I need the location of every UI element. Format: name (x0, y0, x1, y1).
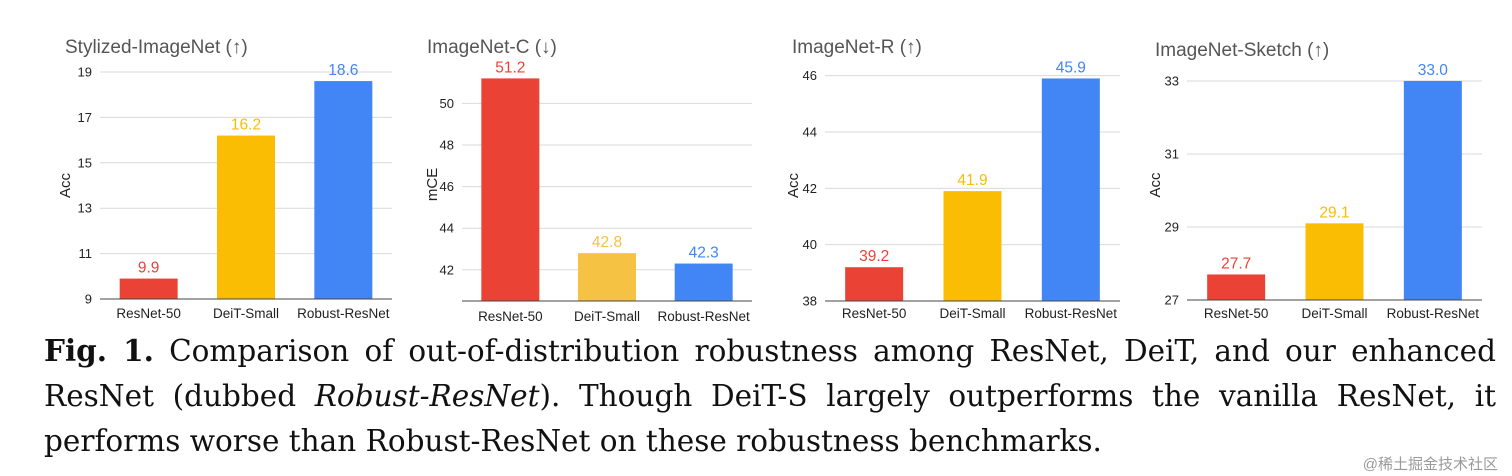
x-category-label: Robust-ResNet (658, 309, 751, 324)
y-tick-label: 29 (1165, 219, 1179, 234)
chart-stylized-imagenet: Stylized-ImageNet (↑) 9 11 13 15 17 19 Acc 9.9 Re… (57, 37, 392, 321)
data-label: 39.2 (859, 248, 889, 265)
y-tick-label: 48 (440, 137, 454, 152)
y-tick-label: 44 (440, 221, 454, 236)
x-category-label: DeiT-Small (939, 306, 1005, 321)
y-tick-label: 42 (440, 262, 454, 277)
x-category-label: Robust-ResNet (1025, 306, 1118, 321)
x-category-label: DeiT-Small (213, 306, 279, 321)
y-tick-label: 19 (78, 65, 92, 80)
caption-label: Fig. 1. (44, 333, 154, 368)
x-category-label: DeiT-Small (1301, 306, 1367, 321)
data-label: 9.9 (138, 260, 160, 277)
bar-deit-small (1305, 223, 1364, 300)
y-tick-label: 27 (1165, 293, 1179, 308)
y-axis-label: Acc (1147, 172, 1164, 198)
x-category-label: DeiT-Small (574, 309, 640, 324)
x-category-label: Robust-ResNet (1387, 306, 1480, 321)
caption-text-before: Comparison of out-of-distribution robust… (44, 334, 1496, 413)
y-axis-label: mCE (424, 168, 441, 201)
bar-robust-resnet (1041, 78, 1100, 301)
x-category-label: ResNet-50 (116, 306, 181, 321)
data-label: 33.0 (1418, 62, 1449, 79)
y-tick-label: 46 (440, 179, 454, 194)
chart-imagenet-c: ImageNet-C (↓) 42 44 46 48 50 mCE 51.2 ResNet-50… (424, 37, 752, 324)
x-category-label: ResNet-50 (842, 306, 907, 321)
chart-imagenet-sketch: ImageNet-Sketch (↑) 27 29 31 33 Acc 27.7 ResNet… (1147, 40, 1482, 321)
y-axis-label: Acc (57, 173, 74, 199)
bar-deit-small (578, 253, 636, 301)
chart-title: Stylized-ImageNet (↑) (65, 37, 248, 58)
data-label: 29.1 (1319, 204, 1349, 221)
data-label: 42.3 (689, 245, 719, 262)
chart-imagenet-r: ImageNet-R (↑) 38 40 42 44 46 Acc 39.2 ResNet-50… (785, 37, 1120, 321)
data-label: 18.6 (328, 62, 358, 79)
data-label: 41.9 (957, 172, 987, 189)
caption-text-after: ). Though DeiT-S largely outperforms the… (44, 379, 1496, 458)
bar-robust-resnet (1403, 80, 1462, 300)
chart-title: ImageNet-R (↑) (792, 37, 922, 58)
caption-emphasis: Robust-ResNet (314, 379, 540, 413)
data-label: 45.9 (1056, 59, 1086, 76)
figure-caption: Fig. 1. Comparison of out-of-distributio… (44, 328, 1496, 464)
y-tick-label: 44 (803, 124, 817, 139)
y-tick-label: 40 (803, 237, 817, 252)
y-tick-label: 9 (85, 292, 92, 307)
x-category-label: ResNet-50 (478, 309, 543, 324)
bar-resnet-50 (1207, 274, 1266, 300)
watermark-text: @稀土掘金技术社区 (1362, 456, 1498, 473)
x-category-label: ResNet-50 (1204, 306, 1269, 321)
bar-resnet-50 (119, 278, 178, 299)
bar-resnet-50 (481, 78, 540, 301)
y-axis-label: Acc (785, 173, 802, 199)
bar-resnet-50 (845, 267, 904, 301)
bar-robust-resnet (674, 263, 733, 301)
y-tick-label: 42 (803, 181, 817, 196)
y-tick-label: 33 (1165, 73, 1179, 88)
chart-title: ImageNet-C (↓) (427, 37, 557, 58)
y-tick-label: 11 (79, 246, 93, 261)
y-tick-label: 31 (1165, 146, 1179, 161)
y-tick-label: 50 (440, 96, 454, 111)
data-label: 51.2 (495, 59, 525, 76)
y-tick-label: 13 (78, 201, 92, 216)
y-tick-label: 38 (803, 294, 817, 309)
data-label: 27.7 (1221, 255, 1251, 272)
y-tick-label: 15 (78, 155, 92, 170)
bar-deit-small (943, 191, 1002, 301)
chart-title: ImageNet-Sketch (↑) (1155, 40, 1329, 61)
y-tick-label: 46 (803, 68, 817, 83)
y-tick-label: 17 (78, 110, 92, 125)
bar-deit-small (217, 135, 275, 299)
x-category-label: Robust-ResNet (297, 306, 390, 321)
data-label: 42.8 (592, 234, 622, 251)
data-label: 16.2 (231, 117, 261, 134)
bar-robust-resnet (314, 81, 373, 299)
